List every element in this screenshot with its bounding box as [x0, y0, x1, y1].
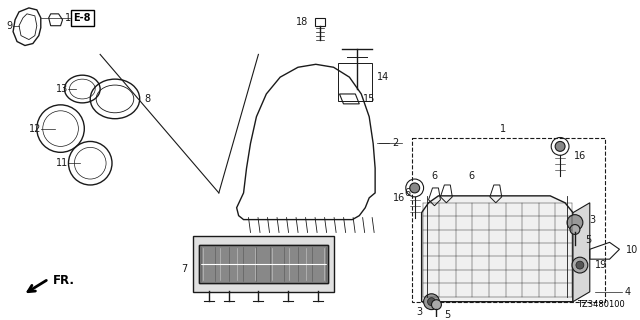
Text: E-8: E-8 — [74, 13, 91, 23]
Text: 9: 9 — [6, 21, 12, 31]
Text: 3: 3 — [417, 307, 423, 316]
Text: 11: 11 — [56, 158, 68, 168]
Text: 14: 14 — [377, 72, 389, 82]
Text: TZ3480100: TZ3480100 — [577, 300, 625, 308]
Text: 5: 5 — [585, 236, 591, 245]
Text: 19: 19 — [595, 260, 607, 270]
Text: 15: 15 — [364, 94, 376, 104]
Text: 8: 8 — [145, 94, 151, 104]
Text: 7: 7 — [181, 264, 188, 274]
Text: 1: 1 — [500, 124, 506, 133]
Text: 4: 4 — [625, 287, 630, 297]
Circle shape — [410, 183, 420, 193]
Circle shape — [572, 257, 588, 273]
Circle shape — [576, 261, 584, 269]
Polygon shape — [573, 203, 590, 302]
Bar — [412, 139, 605, 302]
Text: 16: 16 — [574, 151, 586, 161]
Text: 3: 3 — [590, 215, 596, 225]
Text: 5: 5 — [444, 309, 451, 320]
Text: 17: 17 — [65, 13, 77, 23]
Circle shape — [570, 225, 580, 235]
Text: 18: 18 — [296, 17, 308, 27]
Text: 16: 16 — [393, 193, 405, 203]
Polygon shape — [422, 196, 573, 302]
Circle shape — [428, 298, 435, 306]
Bar — [199, 245, 328, 283]
Text: 10: 10 — [627, 245, 639, 255]
Text: 6: 6 — [468, 171, 474, 181]
Circle shape — [555, 141, 565, 151]
Text: 6: 6 — [405, 188, 411, 198]
Circle shape — [431, 300, 442, 310]
Text: 13: 13 — [56, 84, 68, 94]
Bar — [199, 245, 328, 283]
Circle shape — [424, 294, 440, 310]
Circle shape — [567, 215, 583, 230]
Text: FR.: FR. — [52, 275, 75, 287]
Text: 2: 2 — [392, 139, 398, 148]
Text: 6: 6 — [431, 171, 438, 181]
FancyBboxPatch shape — [193, 236, 333, 292]
Text: 12: 12 — [29, 124, 42, 133]
